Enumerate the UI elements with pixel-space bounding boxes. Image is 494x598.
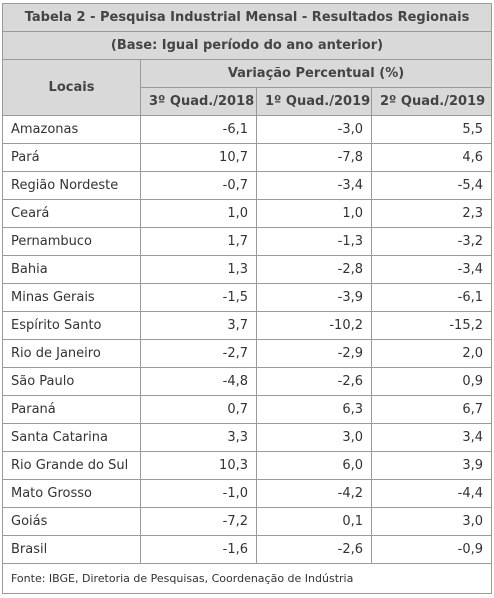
source-note: Fonte: IBGE, Diretoria de Pesquisas, Coo… bbox=[2, 563, 492, 594]
local-cell: Espírito Santo bbox=[2, 311, 141, 340]
value-cell: -2,7 bbox=[140, 339, 257, 368]
value-cell: -7,2 bbox=[140, 507, 257, 536]
value-cell: -5,4 bbox=[371, 171, 492, 200]
value-cell: 0,7 bbox=[140, 395, 257, 424]
column-header-row: 3º Quad./2018 1º Quad./2019 2º Quad./2019 bbox=[3, 87, 492, 116]
column-header: 2º Quad./2019 bbox=[371, 87, 492, 116]
value-cell: -15,2 bbox=[371, 311, 492, 340]
local-cell: Brasil bbox=[2, 535, 141, 564]
data-row: Santa Catarina 3,3 3,0 3,4 bbox=[2, 423, 492, 452]
local-cell: Goiás bbox=[2, 507, 141, 536]
header-row: Locais Variação Percentual (%) bbox=[2, 59, 492, 116]
data-row: Rio de Janeiro -2,7 -2,9 2,0 bbox=[2, 339, 492, 368]
local-cell: Pará bbox=[2, 143, 141, 172]
table-subtitle: (Base: Igual período do ano anterior) bbox=[2, 31, 492, 60]
value-cell: -0,7 bbox=[140, 171, 257, 200]
value-cell: -7,8 bbox=[256, 143, 372, 172]
value-cell: -3,0 bbox=[256, 115, 372, 144]
data-row: Bahia 1,3 -2,8 -3,4 bbox=[2, 255, 492, 284]
value-cell: 3,3 bbox=[140, 423, 257, 452]
value-cell: 6,0 bbox=[256, 451, 372, 480]
data-row: Brasil -1,6 -2,6 -0,9 bbox=[2, 535, 492, 564]
data-row: Goiás -7,2 0,1 3,0 bbox=[2, 507, 492, 536]
local-cell: Rio Grande do Sul bbox=[2, 451, 141, 480]
data-row: Mato Grosso -1,0 -4,2 -4,4 bbox=[2, 479, 492, 508]
value-cell: 1,7 bbox=[140, 227, 257, 256]
data-row: Região Nordeste -0,7 -3,4 -5,4 bbox=[2, 171, 492, 200]
table-body: Tabela 2 - Pesquisa Industrial Mensal - … bbox=[2, 3, 492, 594]
value-cell: -3,4 bbox=[256, 171, 372, 200]
value-cell: -2,6 bbox=[256, 535, 372, 564]
value-cell: -4,2 bbox=[256, 479, 372, 508]
data-row: Rio Grande do Sul 10,3 6,0 3,9 bbox=[2, 451, 492, 480]
value-cell: -6,1 bbox=[371, 283, 492, 312]
value-cell: 4,6 bbox=[371, 143, 492, 172]
value-cell: -3,9 bbox=[256, 283, 372, 312]
local-cell: Mato Grosso bbox=[2, 479, 141, 508]
local-cell: Amazonas bbox=[2, 115, 141, 144]
value-cell: -3,4 bbox=[371, 255, 492, 284]
value-cell: -2,9 bbox=[256, 339, 372, 368]
value-cell: -0,9 bbox=[371, 535, 492, 564]
data-row: São Paulo -4,8 -2,6 0,9 bbox=[2, 367, 492, 396]
data-row: Paraná 0,7 6,3 6,7 bbox=[2, 395, 492, 424]
local-cell: Minas Gerais bbox=[2, 283, 141, 312]
value-cell: -1,5 bbox=[140, 283, 257, 312]
local-cell: Ceará bbox=[2, 199, 141, 228]
group-header: Variação Percentual (%) bbox=[140, 59, 492, 88]
data-table: Tabela 2 - Pesquisa Industrial Mensal - … bbox=[2, 3, 492, 594]
data-row: Ceará 1,0 1,0 2,3 bbox=[2, 199, 492, 228]
value-cell: -1,3 bbox=[256, 227, 372, 256]
value-cell: 3,4 bbox=[371, 423, 492, 452]
data-row: Pará 10,7 -7,8 4,6 bbox=[2, 143, 492, 172]
data-row: Amazonas -6,1 -3,0 5,5 bbox=[2, 115, 492, 144]
table-title: Tabela 2 - Pesquisa Industrial Mensal - … bbox=[2, 3, 492, 32]
value-cell: 2,3 bbox=[371, 199, 492, 228]
value-cell: 10,3 bbox=[140, 451, 257, 480]
value-cell: -1,6 bbox=[140, 535, 257, 564]
value-cell: -1,0 bbox=[140, 479, 257, 508]
value-cell: 3,0 bbox=[256, 423, 372, 452]
value-cell: -2,6 bbox=[256, 367, 372, 396]
column-header: 1º Quad./2019 bbox=[256, 87, 372, 116]
footer-row: Fonte: IBGE, Diretoria de Pesquisas, Coo… bbox=[2, 563, 492, 594]
local-cell: Região Nordeste bbox=[2, 171, 141, 200]
subtitle-row: (Base: Igual período do ano anterior) bbox=[2, 31, 492, 60]
value-cell: 3,0 bbox=[371, 507, 492, 536]
value-cell: -4,8 bbox=[140, 367, 257, 396]
local-cell: Santa Catarina bbox=[2, 423, 141, 452]
local-cell: Pernambuco bbox=[2, 227, 141, 256]
value-cell: 6,7 bbox=[371, 395, 492, 424]
value-cell: -6,1 bbox=[140, 115, 257, 144]
local-cell: Bahia bbox=[2, 255, 141, 284]
value-cell: 6,3 bbox=[256, 395, 372, 424]
value-cell: 5,5 bbox=[371, 115, 492, 144]
local-cell: Rio de Janeiro bbox=[2, 339, 141, 368]
value-cell: -10,2 bbox=[256, 311, 372, 340]
value-cell: -4,4 bbox=[371, 479, 492, 508]
column-header: 3º Quad./2018 bbox=[140, 87, 257, 116]
value-cell: 0,1 bbox=[256, 507, 372, 536]
value-cell: 1,3 bbox=[140, 255, 257, 284]
local-cell: São Paulo bbox=[2, 367, 141, 396]
locais-header: Locais bbox=[2, 59, 141, 116]
value-cell: 1,0 bbox=[256, 199, 372, 228]
value-cell: 3,9 bbox=[371, 451, 492, 480]
value-cell: 1,0 bbox=[140, 199, 257, 228]
value-cell: -3,2 bbox=[371, 227, 492, 256]
value-cell: 3,7 bbox=[140, 311, 257, 340]
data-row: Minas Gerais -1,5 -3,9 -6,1 bbox=[2, 283, 492, 312]
data-row: Pernambuco 1,7 -1,3 -3,2 bbox=[2, 227, 492, 256]
value-cell: 0,9 bbox=[371, 367, 492, 396]
local-cell: Paraná bbox=[2, 395, 141, 424]
value-cell: -2,8 bbox=[256, 255, 372, 284]
data-row: Espírito Santo 3,7 -10,2 -15,2 bbox=[2, 311, 492, 340]
title-row: Tabela 2 - Pesquisa Industrial Mensal - … bbox=[2, 3, 492, 32]
value-cell: 2,0 bbox=[371, 339, 492, 368]
value-cell: 10,7 bbox=[140, 143, 257, 172]
